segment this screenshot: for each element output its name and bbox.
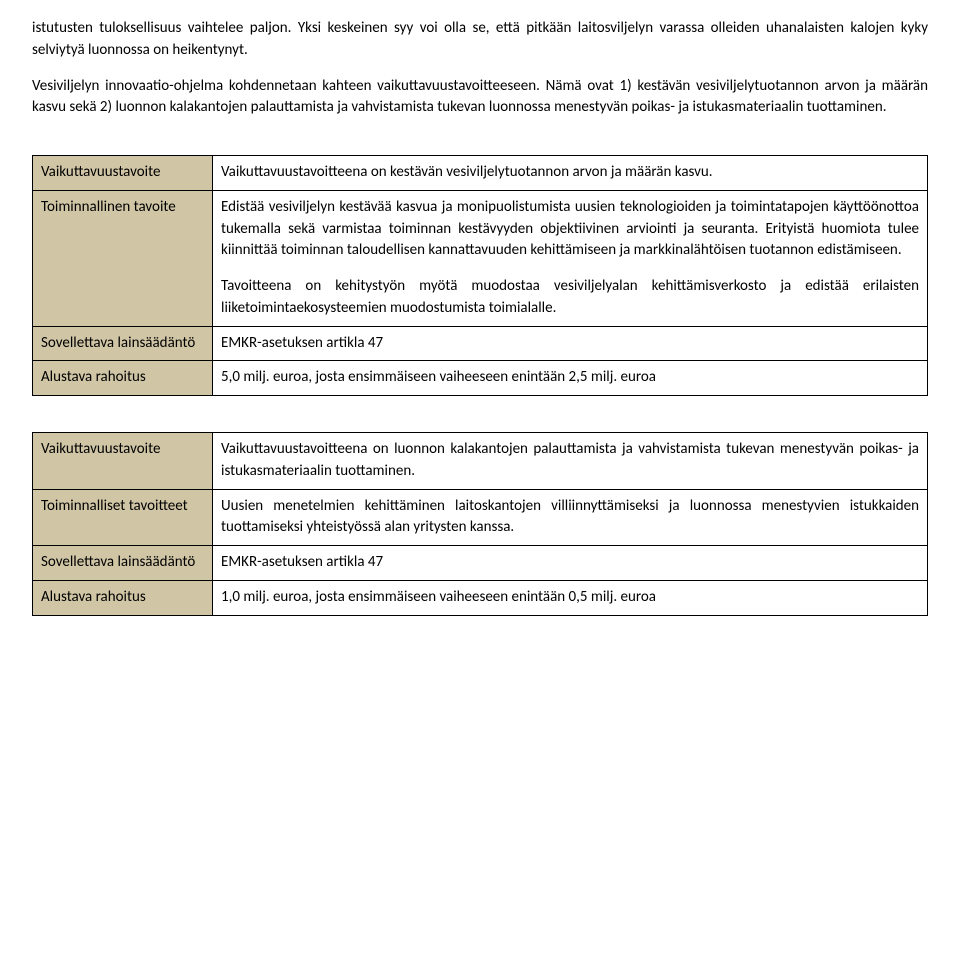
row-value: 5,0 milj. euroa, josta ensimmäiseen vaih… (213, 361, 928, 396)
intro-text: istutusten tuloksellisuus vaihtelee palj… (32, 18, 928, 119)
intro-para-2: Vesiviljelyn innovaatio-ohjelma kohdenne… (32, 76, 928, 120)
table-1-body: VaikuttavuustavoiteVaikuttavuustavoittee… (33, 156, 928, 396)
table-row: Sovellettava lainsäädäntöEMKR-asetuksen … (33, 546, 928, 581)
table-vaikuttavuus-1: VaikuttavuustavoiteVaikuttavuustavoittee… (32, 155, 928, 396)
row-value: EMKR-asetuksen artikla 47 (213, 546, 928, 581)
table-row: Toiminnallinen tavoiteEdistää vesiviljel… (33, 190, 928, 326)
row-value: Vaikuttavuustavoitteena on luonnon kalak… (213, 433, 928, 490)
table-vaikuttavuus-2: VaikuttavuustavoiteVaikuttavuustavoittee… (32, 432, 928, 616)
row-value: 1,0 milj. euroa, josta ensimmäiseen vaih… (213, 580, 928, 615)
row-value: Uusien menetelmien kehittäminen laitoska… (213, 489, 928, 546)
row-value-para: Tavoitteena on kehitystyön myötä muodost… (221, 276, 919, 320)
row-label: Sovellettava lainsäädäntö (33, 326, 213, 361)
table-row: Alustava rahoitus1,0 milj. euroa, josta … (33, 580, 928, 615)
row-label: Vaikuttavuustavoite (33, 156, 213, 191)
row-label: Toiminnallinen tavoite (33, 190, 213, 326)
table-row: VaikuttavuustavoiteVaikuttavuustavoittee… (33, 433, 928, 490)
row-label: Alustava rahoitus (33, 580, 213, 615)
row-value: Vaikuttavuustavoitteena on kestävän vesi… (213, 156, 928, 191)
row-label: Vaikuttavuustavoite (33, 433, 213, 490)
table-row: Alustava rahoitus5,0 milj. euroa, josta … (33, 361, 928, 396)
table-row: VaikuttavuustavoiteVaikuttavuustavoittee… (33, 156, 928, 191)
row-label: Alustava rahoitus (33, 361, 213, 396)
row-label: Sovellettava lainsäädäntö (33, 546, 213, 581)
intro-para-1: istutusten tuloksellisuus vaihtelee palj… (32, 18, 928, 62)
table-row: Toiminnalliset tavoitteetUusien menetelm… (33, 489, 928, 546)
row-label: Toiminnalliset tavoitteet (33, 489, 213, 546)
row-value: EMKR-asetuksen artikla 47 (213, 326, 928, 361)
table-row: Sovellettava lainsäädäntöEMKR-asetuksen … (33, 326, 928, 361)
row-value: Edistää vesiviljelyn kestävää kasvua ja … (213, 190, 928, 326)
table-2-body: VaikuttavuustavoiteVaikuttavuustavoittee… (33, 433, 928, 616)
row-value-para: Edistää vesiviljelyn kestävää kasvua ja … (221, 197, 919, 262)
